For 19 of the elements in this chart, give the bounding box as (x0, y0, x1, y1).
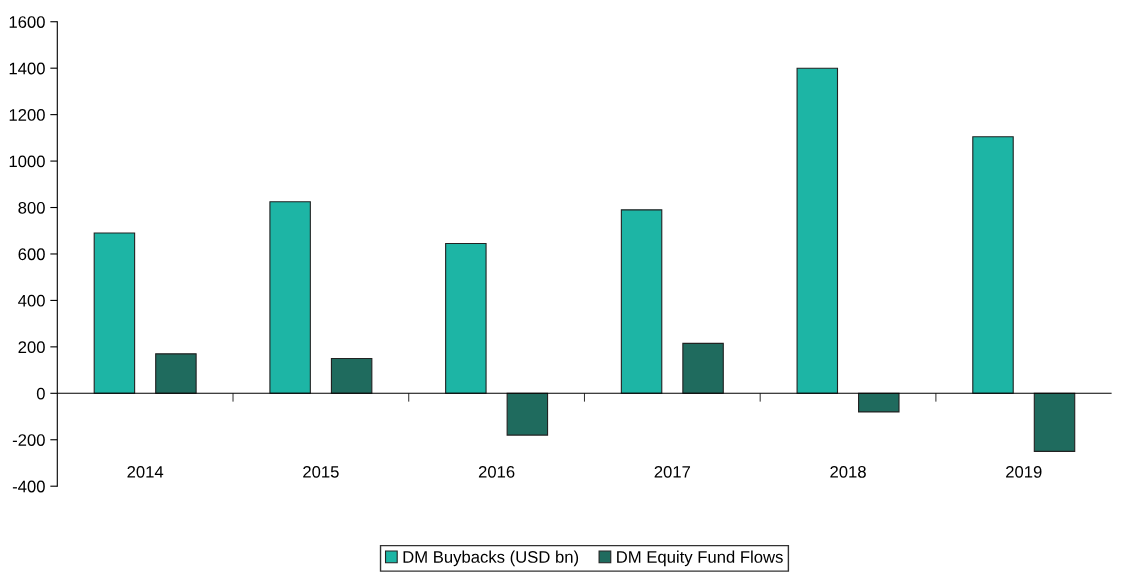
y-tick-label: -200 (12, 434, 45, 446)
legend-label: DM Equity Fund Flows (617, 550, 783, 567)
y-tick-label: 800 (18, 201, 45, 214)
y-tick-label: 600 (18, 248, 45, 261)
y-tick-label: 200 (18, 341, 45, 354)
y-tick-label: 1000 (9, 155, 45, 168)
y-tick-label: 1600 (9, 16, 45, 28)
legend-label: DM Buybacks (USD bn) (403, 550, 579, 567)
x-tick-label: 2018 (830, 465, 866, 478)
x-tick-label: 2019 (1006, 465, 1042, 478)
y-tick-label: 1400 (9, 62, 45, 75)
y-tick-label: 0 (36, 387, 45, 400)
x-tick-label: 2014 (127, 465, 164, 478)
x-tick-label: 2015 (303, 465, 339, 478)
y-tick-label: -400 (12, 480, 45, 493)
x-tick-label: 2017 (654, 465, 691, 478)
y-tick-label: 400 (18, 294, 45, 307)
x-tick-label: 2016 (478, 465, 515, 478)
y-tick-label: 1200 (9, 109, 45, 121)
